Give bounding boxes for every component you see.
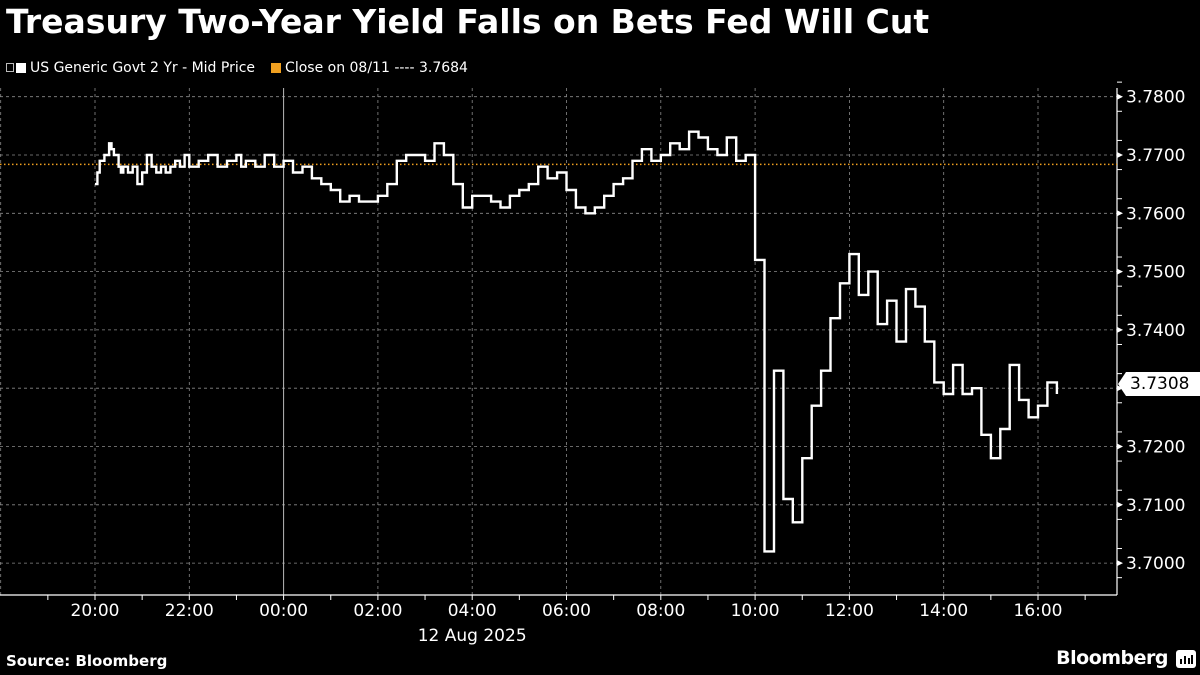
bloomberg-chart-icon [1176,650,1196,668]
legend-collapse-icon[interactable] [6,62,14,72]
svg-text:3.7600: 3.7600 [1126,204,1185,224]
svg-text:3.7500: 3.7500 [1126,263,1185,283]
chart-title: Treasury Two-Year Yield Falls on Bets Fe… [6,2,930,41]
svg-text:3.7400: 3.7400 [1126,321,1185,341]
source-label: Source: Bloomberg [6,652,168,670]
svg-text:10:00: 10:00 [731,601,780,621]
legend-item-series[interactable]: US Generic Govt 2 Yr - Mid Price [16,60,255,76]
svg-text:12:00: 12:00 [825,601,874,621]
svg-text:12 Aug 2025: 12 Aug 2025 [418,626,527,646]
svg-text:06:00: 06:00 [542,601,591,621]
svg-text:3.7100: 3.7100 [1126,496,1185,516]
x-axis-labels: 20:00 22:00 00:00 02:00 04:00 06:00 08:00 10:00… [71,601,1063,646]
bloomberg-logo: Bloomberg [1056,647,1168,669]
svg-text:02:00: 02:00 [353,601,402,621]
svg-text:04:00: 04:00 [448,601,497,621]
last-value-badge: 3.7308 [1118,372,1200,396]
svg-text:3.7800: 3.7800 [1126,88,1185,108]
svg-text:16:00: 16:00 [1014,601,1063,621]
series-swatch-icon [16,63,26,73]
svg-text:08:00: 08:00 [636,601,685,621]
legend-item-close[interactable]: Close on 08/11 ---- 3.7684 [271,60,468,76]
legend-label-close: Close on 08/11 ---- 3.7684 [285,60,468,76]
svg-text:20:00: 20:00 [71,601,120,621]
gridlines [0,88,1117,595]
svg-text:00:00: 00:00 [259,601,308,621]
legend: US Generic Govt 2 Yr - Mid Price Close o… [6,60,484,76]
legend-label-series: US Generic Govt 2 Yr - Mid Price [30,60,256,76]
close-swatch-icon [271,63,282,73]
axes [0,81,1123,600]
svg-text:3.7700: 3.7700 [1126,146,1185,166]
svg-text:3.7000: 3.7000 [1126,554,1185,574]
yield-series-line [95,130,1059,553]
svg-text:14:00: 14:00 [919,601,968,621]
svg-text:3.7200: 3.7200 [1126,438,1185,458]
y-axis-labels: 3.78003.77003.76003.75003.74003.73003.72… [1126,88,1185,574]
svg-text:22:00: 22:00 [165,601,214,621]
